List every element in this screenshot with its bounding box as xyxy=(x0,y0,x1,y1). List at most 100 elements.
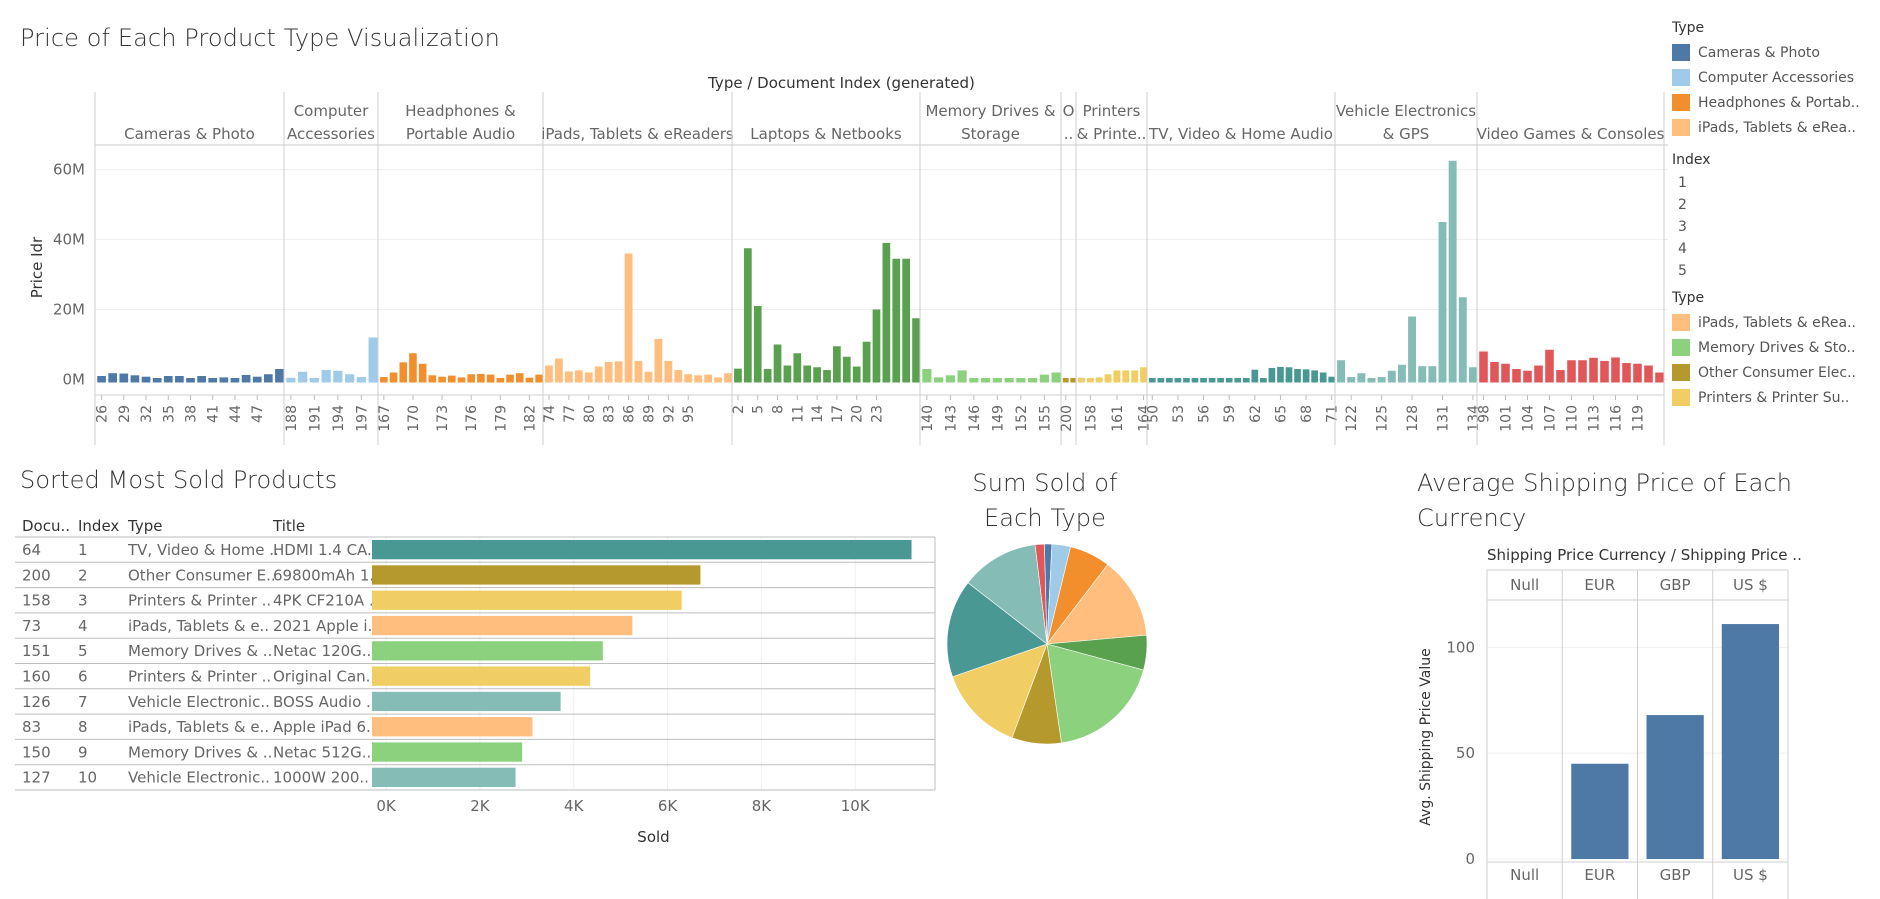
price-bar xyxy=(345,374,355,383)
row-title: 4PK CF210A .. xyxy=(273,592,379,610)
row-doc: 73 xyxy=(22,617,41,635)
legend-type-item[interactable]: iPads, Tablets & eRea.. xyxy=(1672,115,1872,140)
row-title: Netac 120G.. xyxy=(273,642,371,660)
ship-category-header: Null xyxy=(1510,576,1539,594)
legend-type-title: Type xyxy=(1672,20,1705,36)
price-bar xyxy=(1086,378,1094,383)
legend-type2-item[interactable]: Memory Drives & Sto.. xyxy=(1672,335,1872,360)
price-bar xyxy=(1225,378,1233,383)
price-bar xyxy=(175,376,184,383)
legend-index-item[interactable]: 3 xyxy=(1678,219,1687,235)
sum-sold-pie-chart xyxy=(946,543,1148,745)
row-type: iPads, Tablets & e.. xyxy=(128,617,269,635)
price-bar xyxy=(438,376,446,383)
x-tick-label: 179 xyxy=(493,405,509,432)
price-bar xyxy=(574,370,583,383)
legend-type-item[interactable]: Headphones & Portab.. xyxy=(1672,90,1872,115)
x-tick-label: 101 xyxy=(1499,405,1515,432)
panel-header-line2: TV, Video & Home Audio xyxy=(1148,125,1333,143)
price-bar xyxy=(992,378,1002,383)
price-bar xyxy=(1183,378,1190,383)
price-bar xyxy=(1578,360,1587,383)
shipping-chart-title: Average Shipping Price of Each Currency xyxy=(1417,466,1792,536)
ship-category-label: US $ xyxy=(1733,866,1768,884)
legend-index-title: Index xyxy=(1672,152,1711,168)
legend-index-item[interactable]: 2 xyxy=(1678,197,1687,213)
panel-header-line2: Cameras & Photo xyxy=(124,125,255,143)
row-index: 3 xyxy=(78,592,88,610)
x-tick-label: 149 xyxy=(990,405,1006,432)
legend-type2-title: Type xyxy=(1672,290,1705,306)
pie-slice xyxy=(1046,564,1147,645)
price-bar xyxy=(1251,369,1259,383)
x-tick-label: 89 xyxy=(641,405,657,423)
price-bar xyxy=(368,337,378,383)
price-bar xyxy=(457,377,466,383)
legend-type-item[interactable]: Cameras & Photo xyxy=(1672,40,1872,65)
price-bar xyxy=(872,309,881,383)
x-tick-label: 131 xyxy=(1436,405,1452,432)
panel-header-line1: Headphones & xyxy=(405,102,516,120)
panel-header-line2: Laptops & Netbooks xyxy=(750,125,902,143)
x-tick-label: 80 xyxy=(582,405,598,423)
price-bar xyxy=(684,374,693,383)
legend-swatch xyxy=(1672,44,1690,61)
sold-bar xyxy=(372,641,603,661)
sold-bar xyxy=(372,540,912,560)
price-bar xyxy=(934,377,944,383)
price-bar xyxy=(1545,349,1554,383)
price-bar xyxy=(1611,357,1620,383)
price-bar xyxy=(803,365,812,383)
ship-category-header: US $ xyxy=(1733,576,1768,594)
price-bar xyxy=(564,371,573,383)
row-title: Apple iPad 6.. xyxy=(273,718,376,736)
row-type: Memory Drives & .. xyxy=(128,642,272,660)
price-bar xyxy=(1490,362,1499,383)
price-bar xyxy=(486,374,495,383)
price-bar xyxy=(1347,377,1356,383)
x-tick-label: 194 xyxy=(331,405,347,432)
avg-shipping-chart: Shipping Price Currency / Shipping Price… xyxy=(1418,546,1802,899)
legend-swatch xyxy=(1672,339,1690,356)
legend-index-item[interactable]: 5 xyxy=(1678,263,1687,279)
x-tick-label: 35 xyxy=(161,405,177,423)
x-tick-label: 68 xyxy=(1299,405,1315,423)
price-bar xyxy=(1302,369,1310,383)
x-tick-label: 170 xyxy=(406,405,422,432)
price-bar xyxy=(496,378,505,383)
price-bar xyxy=(833,346,841,383)
panel-header-line1: Printers xyxy=(1083,102,1141,120)
price-bar xyxy=(1140,367,1148,383)
x-tick-label: 10K xyxy=(841,797,871,815)
price-bar xyxy=(1070,378,1077,383)
price-bar xyxy=(1534,365,1543,383)
price-bar xyxy=(506,374,514,383)
legend-index-item[interactable]: 1 xyxy=(1678,175,1687,191)
legend-type2-item[interactable]: Other Consumer Elec.. xyxy=(1672,360,1872,385)
price-bar xyxy=(1357,373,1366,383)
row-index: 10 xyxy=(78,769,97,787)
legend-index-item[interactable]: 4 xyxy=(1678,241,1687,257)
row-type: Vehicle Electronic.. xyxy=(128,769,270,787)
sold-bar xyxy=(372,717,533,737)
price-bar xyxy=(1208,378,1216,383)
sold-bar xyxy=(372,767,516,787)
sorted-chart-title: Sorted Most Sold Products xyxy=(20,466,338,494)
legend-type-item[interactable]: Computer Accessories xyxy=(1672,65,1872,90)
row-doc: 151 xyxy=(22,642,51,660)
price-bar xyxy=(555,358,563,383)
price-bar xyxy=(922,369,932,383)
x-tick-label: 113 xyxy=(1587,405,1603,432)
legend-type2-item[interactable]: Printers & Printer Su.. xyxy=(1672,385,1872,410)
legend-panel: Type Cameras & Photo Computer Accessories… xyxy=(1672,20,1872,410)
panel-header-line2: Accessories xyxy=(287,125,375,143)
x-tick-label: 164 xyxy=(1137,405,1153,432)
legend-type2-item[interactable]: iPads, Tablets & eRea.. xyxy=(1672,310,1872,335)
price-bar xyxy=(1294,369,1301,383)
x-tick-label: 11 xyxy=(790,405,806,423)
price-bar xyxy=(674,370,683,383)
row-type: Printers & Printer .. xyxy=(128,592,271,610)
x-tick-label: 20 xyxy=(850,405,866,423)
price-bar xyxy=(1633,363,1642,383)
price-bar xyxy=(734,368,742,383)
